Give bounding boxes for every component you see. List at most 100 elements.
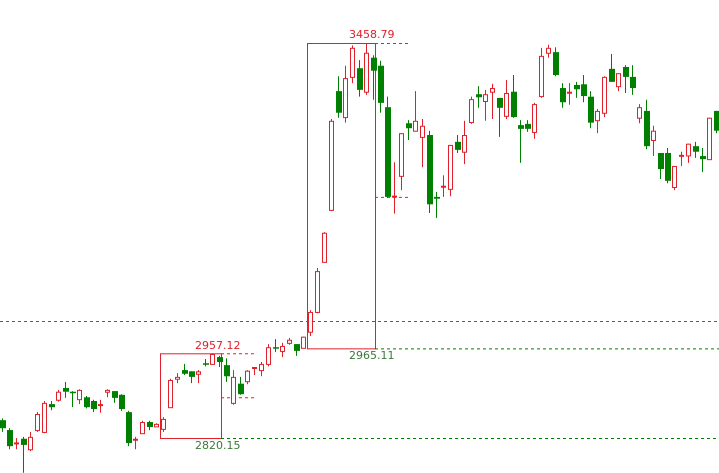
candle-body-up bbox=[231, 376, 236, 404]
box1-high-label: 2957.12 bbox=[195, 339, 241, 352]
candle-body-up bbox=[161, 418, 166, 430]
candle-body-up bbox=[469, 99, 474, 124]
candle-body-down bbox=[434, 196, 440, 199]
candle-body-up bbox=[602, 76, 607, 114]
annotation-box-1 bbox=[160, 353, 222, 440]
candle-body-down bbox=[427, 135, 433, 205]
candle-body-up bbox=[140, 422, 145, 435]
candle-body-down bbox=[224, 365, 230, 377]
candle-body-up bbox=[546, 47, 551, 54]
candle-body-down bbox=[518, 125, 524, 129]
candle-body-up bbox=[616, 73, 621, 88]
candle-body-up bbox=[308, 311, 313, 333]
candle-body-down bbox=[273, 347, 279, 349]
candle-body-up bbox=[679, 154, 684, 157]
box1-low-label: 2820.15 bbox=[195, 439, 241, 452]
candle-body-up bbox=[364, 52, 369, 93]
candle-body-down bbox=[49, 404, 55, 408]
candle-body-up bbox=[707, 117, 712, 161]
candle-body-down bbox=[665, 152, 671, 181]
candle-body-down bbox=[21, 438, 27, 445]
candle-body-up bbox=[259, 363, 264, 372]
candle-body-down bbox=[658, 152, 664, 170]
candle-body-down bbox=[378, 65, 384, 103]
candle-body-up bbox=[539, 55, 544, 98]
candle-body-up bbox=[252, 366, 257, 369]
candle-body-down bbox=[0, 420, 6, 429]
candle-body-up bbox=[504, 92, 509, 117]
candle-body-down bbox=[700, 156, 706, 160]
candle-body-down bbox=[147, 422, 153, 427]
candle-body-down bbox=[630, 76, 636, 89]
candle-body-up bbox=[322, 232, 327, 263]
candle-body-up bbox=[77, 389, 82, 401]
candle-body-up bbox=[483, 94, 488, 103]
candle-body-down bbox=[623, 66, 629, 77]
candle-body-up bbox=[686, 143, 691, 157]
candle-body-up bbox=[56, 391, 61, 401]
candle-body-down bbox=[511, 91, 517, 118]
candle-body-down bbox=[497, 97, 503, 108]
candle-body-up bbox=[98, 404, 103, 407]
candle-body-up bbox=[448, 144, 453, 190]
candle-body-down bbox=[112, 391, 118, 398]
candle-body-down bbox=[357, 68, 363, 90]
candle-body-up bbox=[287, 339, 292, 344]
candle-body-down bbox=[553, 52, 559, 76]
candle-body-up bbox=[399, 133, 404, 177]
candle-body-up bbox=[329, 120, 334, 211]
candle-body-down bbox=[126, 412, 132, 444]
candle-body-down bbox=[119, 394, 125, 410]
candle-body-down bbox=[644, 110, 650, 147]
candle-body-down bbox=[455, 141, 461, 150]
candle-body-down bbox=[189, 371, 195, 377]
candle-body-up bbox=[210, 353, 215, 365]
candle-body-up bbox=[350, 47, 355, 78]
candle-body-down bbox=[693, 146, 699, 152]
candle-body-down bbox=[588, 96, 594, 123]
candle-body-down bbox=[371, 57, 377, 71]
candle-body-up bbox=[413, 120, 418, 132]
candle-body-down bbox=[238, 383, 244, 395]
candle-body-down bbox=[385, 107, 391, 197]
candle-body-up bbox=[595, 110, 600, 122]
candle-body-up bbox=[315, 271, 320, 313]
candle-body-up bbox=[105, 389, 110, 393]
candle-body-up bbox=[42, 402, 47, 433]
candle-body-down bbox=[609, 68, 615, 82]
candle-body-up bbox=[168, 379, 173, 409]
candle-body-down bbox=[182, 370, 188, 374]
candle-body-down bbox=[70, 391, 76, 394]
candle-body-up bbox=[154, 423, 159, 428]
candle-body-up bbox=[392, 195, 397, 198]
candle-body-down bbox=[91, 401, 97, 410]
candle-body-up bbox=[651, 130, 656, 141]
candle-body-down bbox=[7, 430, 13, 447]
candle-body-up bbox=[35, 413, 40, 432]
candle-body-up bbox=[280, 345, 285, 352]
candle-body-up bbox=[490, 88, 495, 93]
candle-body-down bbox=[217, 357, 223, 363]
candle-body-down bbox=[525, 123, 531, 129]
candle-body-up bbox=[637, 107, 642, 119]
box2-high-label: 3458.79 bbox=[349, 28, 395, 41]
candle-body-down bbox=[406, 123, 412, 129]
candle-body-down bbox=[560, 88, 566, 103]
candle-body-up bbox=[420, 125, 425, 138]
candle-body-down bbox=[203, 363, 209, 365]
candle-body-down bbox=[476, 94, 482, 98]
candle-body-up bbox=[672, 165, 677, 188]
candle-body-up bbox=[175, 376, 180, 380]
candle-body-up bbox=[245, 370, 250, 383]
candle-body-up bbox=[567, 91, 572, 94]
box2-low-label: 2965.11 bbox=[349, 349, 395, 362]
candle-body-up bbox=[14, 442, 19, 445]
candle-body-up bbox=[441, 185, 446, 188]
candle-body-up bbox=[301, 336, 306, 349]
candle-body-up bbox=[133, 438, 138, 441]
candle-body-down bbox=[84, 397, 90, 408]
candle-body-down bbox=[63, 388, 69, 392]
candle-body-up bbox=[462, 135, 467, 153]
